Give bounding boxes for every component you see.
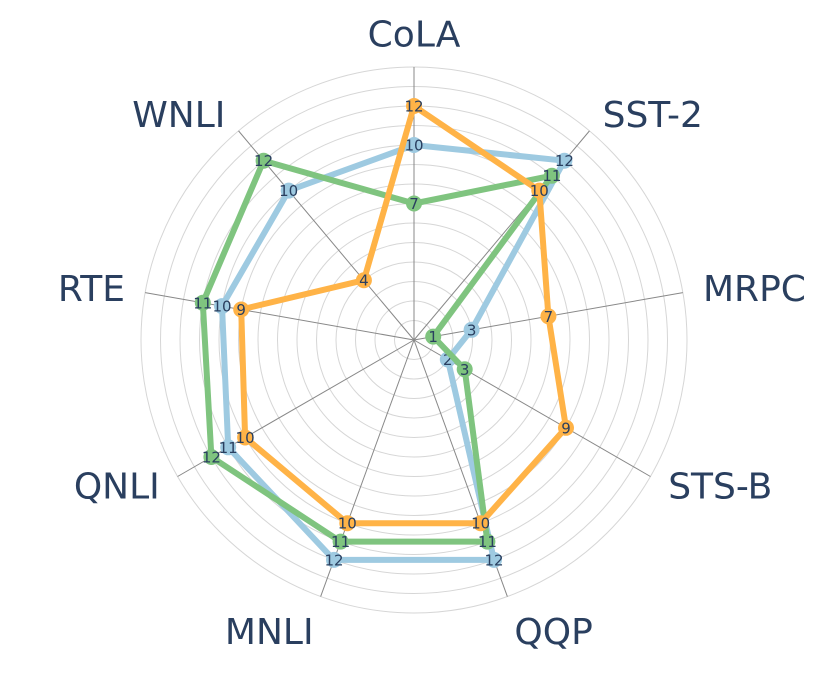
point-wnli <box>355 272 372 289</box>
data-label-mnli: 11 <box>331 533 350 551</box>
data-label-wnli: 12 <box>254 152 273 170</box>
radar-series: 1012321212111010711131111121112121079101… <box>193 98 574 570</box>
series-1-line <box>219 142 568 563</box>
point-qqp <box>486 551 502 568</box>
data-label-cola: 7 <box>409 195 419 213</box>
data-label-qnli: 11 <box>219 439 238 457</box>
point-cola <box>406 137 422 153</box>
data-label-sst-2: 10 <box>530 182 549 200</box>
point-mnli <box>326 551 342 568</box>
data-label-qqp: 12 <box>484 551 503 569</box>
point-rte <box>214 298 230 315</box>
point-mrpc <box>425 328 442 345</box>
data-label-wnli: 10 <box>279 182 298 200</box>
radar-axis-labels: CoLA SST-2 MRPC STS-B QQP MNLI QNLI RTE WNLI <box>58 15 806 653</box>
point-mnli <box>339 515 356 532</box>
point-wnli <box>280 182 297 199</box>
data-label-rte: 11 <box>193 294 212 312</box>
point-qnli <box>220 439 237 456</box>
point-sst-2 <box>531 182 548 199</box>
point-rte <box>233 301 250 318</box>
data-label-sst-2: 12 <box>555 152 574 170</box>
point-mrpc <box>540 308 557 325</box>
data-label-qnli: 12 <box>202 449 221 467</box>
data-label-cola: 12 <box>404 98 423 116</box>
series-3: 12 10 7 9 10 10 10 9 4 <box>233 98 574 533</box>
data-label-mnli: 12 <box>324 551 343 569</box>
data-label-rte: 9 <box>236 301 246 319</box>
point-sst-2 <box>556 152 573 169</box>
axis-label-qqp: QQP <box>514 612 592 653</box>
point-qnli <box>237 429 254 446</box>
spoke-rte <box>145 292 415 341</box>
point-mnli <box>332 533 349 550</box>
data-label-qqp: 10 <box>471 515 490 533</box>
data-label-mrpc: 1 <box>428 328 438 346</box>
point-qqp <box>479 533 496 550</box>
point-sts-b <box>456 361 473 378</box>
axis-label-rte: RTE <box>58 269 125 310</box>
data-label-qnli: 10 <box>236 429 255 447</box>
axis-label-sst-2: SST-2 <box>603 95 703 136</box>
data-label-mrpc: 7 <box>544 308 554 326</box>
data-label-sts-b: 3 <box>460 361 470 379</box>
axis-label-mnli: MNLI <box>225 612 314 653</box>
data-label-qqp: 11 <box>478 533 497 551</box>
axis-label-mrpc: MRPC <box>703 269 806 310</box>
point-rte <box>194 294 211 311</box>
data-label-sst-2: 11 <box>542 167 561 185</box>
data-label-rte: 10 <box>212 298 231 316</box>
series-3-line <box>238 103 569 527</box>
data-label-sts-b: 9 <box>561 419 571 437</box>
point-mrpc <box>463 321 480 338</box>
point-qqp <box>472 515 489 532</box>
point-sst-2 <box>543 167 560 184</box>
point-wnli <box>255 152 272 169</box>
point-sts-b <box>558 419 574 436</box>
axis-label-wnli: WNLI <box>132 95 225 136</box>
axis-label-qnli: QNLI <box>74 467 160 508</box>
point-cola <box>406 98 422 114</box>
series-2-line <box>199 157 555 545</box>
data-label-wnli: 4 <box>359 272 369 290</box>
axis-label-cola: CoLA <box>368 15 461 56</box>
point-cola <box>406 195 422 212</box>
axis-label-sts-b: STS-B <box>668 467 772 508</box>
point-qnli <box>203 449 220 465</box>
data-label-mnli: 10 <box>338 515 357 533</box>
data-label-sts-b: 2 <box>443 351 453 369</box>
data-label-cola: 10 <box>404 137 423 155</box>
data-label-mrpc: 3 <box>467 321 477 339</box>
